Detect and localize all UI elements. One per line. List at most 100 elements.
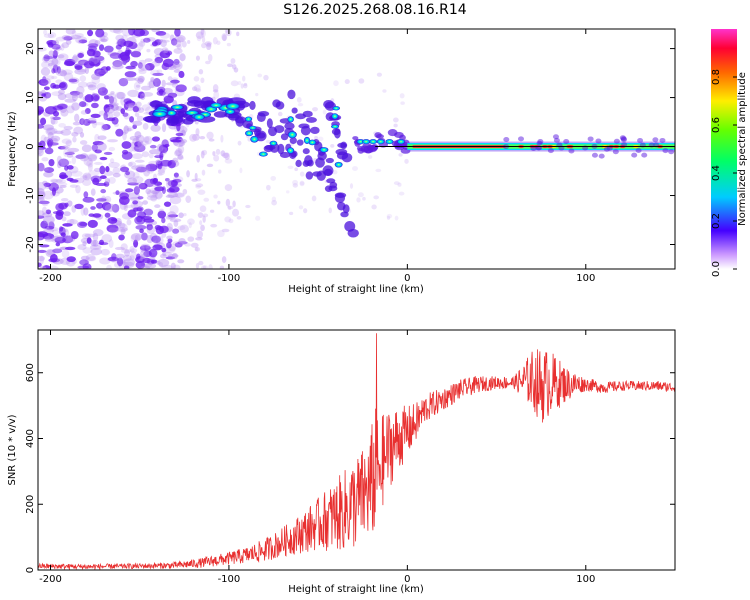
heatmap-blob (218, 169, 222, 174)
heatmap-blob (38, 215, 45, 219)
heatmap-blob (150, 77, 155, 82)
heatmap-blob (108, 227, 118, 233)
heatmap-blob (257, 73, 263, 78)
heatmap-hotspot (245, 130, 254, 137)
heatmap-blob (356, 145, 366, 152)
heatmap-blob (159, 39, 170, 43)
heatmap-blob (124, 204, 136, 209)
heatmap-blob (595, 138, 602, 144)
heatmap-blob (63, 60, 75, 67)
heatmap-blob (87, 153, 98, 160)
heatmap-blob (397, 182, 402, 187)
heatmap-blob (105, 166, 110, 173)
heatmap-blob (190, 242, 199, 248)
heatmap-blob (221, 228, 230, 233)
heatmap-blob (74, 65, 83, 70)
heatmap-blob (103, 170, 114, 176)
heatmap-blob (99, 35, 109, 43)
heatmap-blob (50, 135, 61, 142)
heatmap-blob (100, 124, 108, 132)
heatmap-blob (130, 248, 138, 253)
heatmap-blob (222, 34, 227, 42)
heatmap-blob (195, 237, 203, 241)
heatmap-blob (95, 29, 105, 38)
heatmap-blob (119, 60, 127, 64)
heatmap-blob (79, 101, 87, 108)
heatmap-blob (66, 165, 74, 170)
heatmap-blob (90, 188, 96, 196)
heatmap-blob (347, 228, 359, 238)
heatmap-blob (118, 234, 125, 241)
heatmap-blob (43, 56, 55, 60)
heatmap-blob (621, 142, 628, 148)
heatmap-blob (195, 88, 202, 93)
heatmap-blob (135, 84, 141, 88)
heatmap-blob (270, 175, 277, 181)
heatmap-blob (188, 222, 192, 229)
heatmap-blob (181, 40, 187, 48)
heatmap-hotspot (225, 102, 240, 110)
heatmap-blob (57, 89, 65, 95)
heatmap-blob (322, 109, 327, 115)
heatmap-blob (66, 154, 74, 158)
heatmap-blob (236, 215, 242, 220)
heatmap-blob (121, 141, 132, 149)
heatmap-blob (107, 93, 117, 100)
heatmap-blob (58, 158, 70, 168)
heatmap-blob (394, 215, 399, 221)
snr-y-tick-label: 600 (25, 363, 36, 382)
heatmap-blob (135, 261, 146, 269)
heatmap-blob (106, 224, 119, 233)
heatmap-blob (55, 69, 67, 77)
heatmap-blob (148, 152, 154, 159)
heatmap-blob (86, 237, 92, 244)
heatmap-blob (83, 191, 89, 199)
heatmap-blob (201, 265, 207, 269)
heatmap-blob (140, 254, 146, 260)
heatmap-blob (77, 221, 88, 228)
heatmap-blob (91, 119, 97, 129)
heatmap-blob (135, 134, 145, 144)
heatmap-blob (140, 85, 151, 91)
heatmap-blob (61, 249, 70, 259)
heatmap-blob (41, 61, 50, 69)
heatmap-blob (123, 258, 136, 267)
heatmap-blob (132, 153, 143, 160)
heatmap-blob (133, 29, 146, 37)
heatmap-y-tick-label: 10 (25, 91, 36, 104)
heatmap-blob (286, 190, 290, 194)
heatmap-blob (148, 248, 158, 258)
heatmap-blob (243, 82, 248, 86)
heatmap-blob (161, 166, 168, 170)
heatmap-hotspot (308, 139, 317, 146)
heatmap-blob (149, 149, 161, 155)
colorbar-gradient (711, 29, 737, 269)
heatmap-blob (139, 250, 147, 258)
heatmap-blob (166, 235, 173, 240)
heatmap-blob (133, 186, 140, 195)
heatmap-blob (69, 90, 81, 96)
heatmap-blob (227, 205, 232, 211)
heatmap-blob (115, 253, 125, 259)
heatmap-blob (201, 42, 207, 49)
heatmap-blob (72, 136, 77, 143)
heatmap-blob (113, 111, 121, 117)
heatmap-blob (38, 187, 45, 196)
heatmap-blob (43, 171, 54, 178)
heatmap-blob (76, 85, 85, 95)
heatmap-blob (69, 34, 82, 40)
heatmap-blob (64, 246, 76, 251)
heatmap-x-tick-label: -100 (218, 273, 241, 284)
heatmap-blob (45, 127, 56, 136)
heatmap-blob (652, 137, 659, 143)
heatmap-blob (93, 161, 103, 166)
heatmap-blob (49, 253, 58, 263)
heatmap-blob (55, 242, 61, 247)
heatmap-blob (135, 101, 142, 108)
heatmap-blob (118, 196, 130, 205)
heatmap-blob (146, 225, 156, 235)
heatmap-blob (60, 197, 69, 202)
heatmap-blob (59, 70, 68, 77)
heatmap-blob (87, 163, 93, 172)
